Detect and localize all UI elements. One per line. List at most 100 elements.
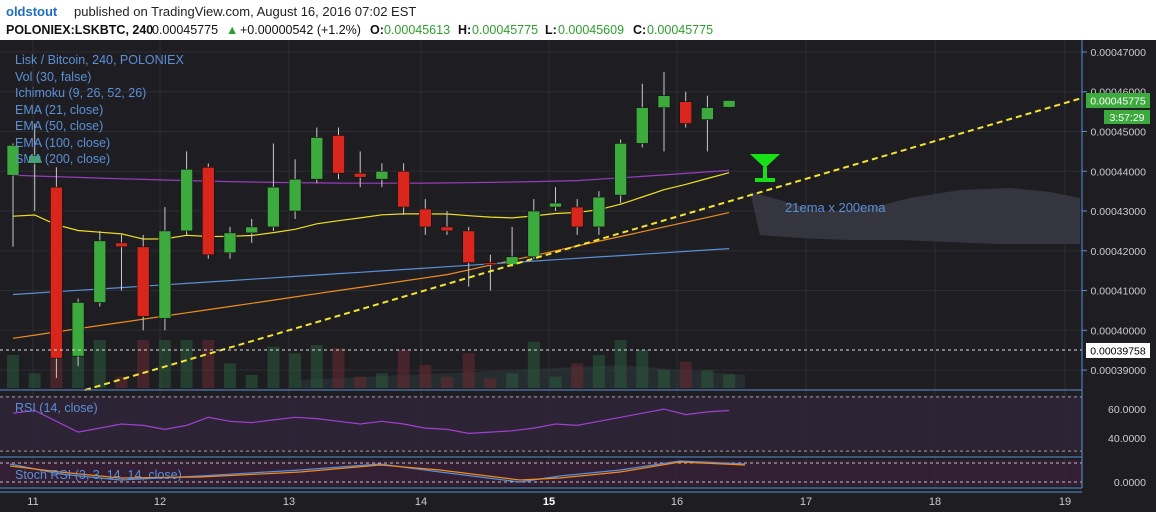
marker-price-tag: 0.00039758: [1086, 343, 1150, 358]
candle-body[interactable]: [180, 168, 193, 232]
candle-body[interactable]: [397, 170, 410, 208]
candle-body[interactable]: [93, 240, 107, 303]
volume-bar: [592, 355, 605, 388]
volume-bar: [441, 376, 453, 388]
volume-bar: [419, 365, 432, 388]
time-axis-label[interactable]: 14: [415, 496, 427, 508]
candle-body[interactable]: [657, 95, 671, 108]
legend-item: SMA (200, close): [15, 152, 110, 166]
volume-bar: [658, 370, 670, 388]
volume-bar: [28, 373, 41, 388]
open-value: 0.00045613: [384, 23, 451, 37]
price-axis-label: 0.00044000: [1091, 166, 1147, 178]
candle-body[interactable]: [484, 262, 497, 266]
time-axis[interactable]: 11 12 13 14 15 16 17 18 19: [27, 496, 1071, 508]
candle-body[interactable]: [267, 186, 280, 228]
candle-body[interactable]: [136, 246, 150, 317]
candle-body[interactable]: [245, 226, 258, 234]
last-price: 0.00045775: [152, 23, 219, 37]
volume-bar: [462, 353, 475, 388]
countdown-tag: 3:57:29: [1104, 110, 1150, 124]
price-axis-label: 0.00043000: [1091, 206, 1147, 218]
chart-area[interactable]: 21ema x 200ema Lisk / Bitcoin, 240, POLO…: [0, 40, 1156, 512]
publish-header: oldstout published on TradingView.com, A…: [0, 0, 1156, 22]
candle-body[interactable]: [505, 256, 519, 266]
candle-body[interactable]: [375, 170, 389, 180]
ema100-line: [12, 248, 730, 296]
time-axis-label[interactable]: 16: [671, 496, 683, 508]
last-price-tag-text: 0.00045775: [1090, 96, 1146, 108]
volume-bar: [202, 340, 215, 388]
ema50-line: [12, 212, 730, 339]
candle-body[interactable]: [353, 172, 367, 178]
candle-body[interactable]: [158, 230, 172, 319]
stoch-d-line: [9, 461, 746, 481]
candle-body[interactable]: [722, 100, 736, 108]
candle-body[interactable]: [527, 210, 541, 258]
price-axis-label: 0.00045000: [1091, 127, 1147, 139]
time-axis-label[interactable]: 19: [1059, 496, 1071, 508]
price-axis-label: 0.00041000: [1091, 286, 1147, 298]
trendline[interactable]: [84, 97, 1083, 391]
volume-bar: [549, 376, 562, 388]
candle-body[interactable]: [50, 186, 63, 359]
time-axis-label[interactable]: 13: [283, 496, 295, 508]
volume-bar: [93, 340, 106, 388]
time-axis-label[interactable]: 11: [27, 496, 38, 508]
low-label: L:: [545, 23, 557, 37]
rsi-band-fill: [0, 397, 1082, 451]
candle-body[interactable]: [440, 226, 454, 232]
publish-info: published on TradingView.com, August 16,…: [74, 4, 417, 19]
candle-body[interactable]: [679, 101, 693, 124]
candle-body[interactable]: [115, 242, 128, 248]
stoch-axis-0: 0.0000: [1114, 477, 1146, 489]
open-label: O:: [370, 23, 384, 37]
time-axis-label[interactable]: 12: [154, 496, 166, 508]
marker-price-tag-text: 0.00039758: [1090, 346, 1146, 358]
volume-bar: [115, 376, 128, 388]
candle-body[interactable]: [592, 196, 606, 228]
price-axis-labels: 0.000470000.000460000.000450000.00044000…: [1082, 47, 1146, 377]
legend-item: Vol (30, false): [15, 70, 91, 84]
candle-body[interactable]: [549, 202, 562, 208]
volume-bar: [571, 363, 584, 388]
sma200-line: [12, 169, 730, 184]
volume-bar: [289, 353, 302, 388]
time-axis-label[interactable]: 17: [800, 496, 812, 508]
candle-body[interactable]: [6, 145, 20, 176]
legend-item: EMA (50, close): [15, 119, 103, 133]
candle-body[interactable]: [288, 178, 302, 212]
candle-body[interactable]: [310, 137, 324, 180]
candle-body[interactable]: [202, 166, 215, 256]
candle-body[interactable]: [635, 107, 649, 144]
volume-bar: [375, 373, 388, 388]
low-value: 0.00045609: [558, 23, 625, 37]
price-axis-label: 0.00047000: [1091, 47, 1147, 59]
candle-body[interactable]: [71, 302, 85, 357]
volume-bar: [527, 341, 540, 388]
cross-marker-icon: [750, 154, 780, 182]
candle-body[interactable]: [462, 230, 476, 264]
candle-body[interactable]: [418, 208, 432, 228]
high-label: H:: [458, 23, 472, 37]
candle-body[interactable]: [614, 143, 627, 196]
moving-averages: [12, 169, 730, 339]
volume-bar: [245, 375, 258, 388]
candle-body[interactable]: [570, 206, 584, 228]
candle-body[interactable]: [701, 107, 714, 120]
volume-bar: [7, 355, 19, 388]
time-axis-label[interactable]: 18: [929, 496, 941, 508]
candle-body[interactable]: [223, 232, 237, 254]
symbol-header: POLONIEX:LSKBTC, 240 0.00045775 ▲ +0.000…: [0, 22, 1156, 40]
author-name[interactable]: oldstout: [6, 4, 58, 19]
legend: Lisk / Bitcoin, 240, POLONIEX Vol (30, f…: [15, 53, 184, 166]
candle-body[interactable]: [28, 155, 42, 164]
legend-item: Lisk / Bitcoin, 240, POLONIEX: [15, 53, 184, 67]
ichimoku-cloud: [750, 188, 1080, 244]
price-axis-label: 0.00040000: [1091, 325, 1147, 337]
legend-item: Ichimoku (9, 26, 52, 26): [15, 86, 146, 100]
candles[interactable]: [6, 71, 736, 379]
volume-bar: [679, 361, 692, 388]
time-axis-label[interactable]: 15: [543, 496, 555, 508]
candle-body[interactable]: [332, 135, 345, 174]
